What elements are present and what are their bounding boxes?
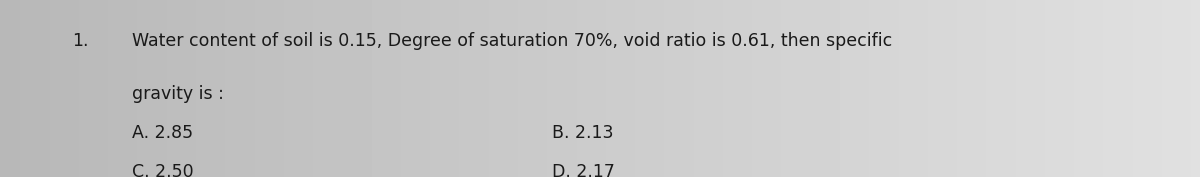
Text: B. 2.13: B. 2.13 — [552, 124, 613, 142]
Text: Water content of soil is 0.15, Degree of saturation 70%, void ratio is 0.61, the: Water content of soil is 0.15, Degree of… — [132, 32, 893, 50]
Text: C. 2.50: C. 2.50 — [132, 163, 193, 177]
Text: A. 2.85: A. 2.85 — [132, 124, 193, 142]
Text: 1.: 1. — [72, 32, 89, 50]
Text: D. 2.17: D. 2.17 — [552, 163, 614, 177]
Text: gravity is :: gravity is : — [132, 85, 224, 103]
